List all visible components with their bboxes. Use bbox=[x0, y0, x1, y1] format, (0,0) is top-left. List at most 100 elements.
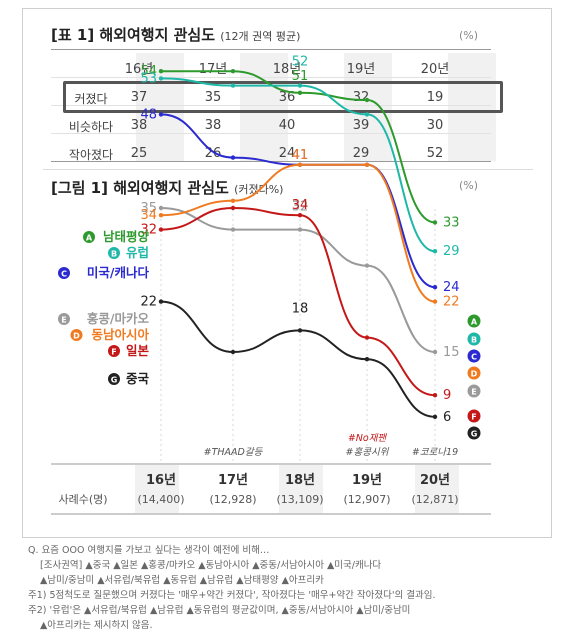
data-point bbox=[297, 162, 303, 167]
value-label: 6 bbox=[443, 410, 451, 425]
value-label: 53 bbox=[140, 71, 157, 86]
x-band bbox=[279, 465, 323, 513]
end-badge bbox=[467, 426, 481, 440]
table-cell: 35 bbox=[204, 90, 222, 105]
line-chart: 16년 (14,400) 17년 (12,928) 18년 (13,109) 19년 (12,… bbox=[51, 55, 491, 515]
table-top-rule bbox=[51, 49, 491, 50]
legend-badge-letter: E bbox=[61, 316, 66, 325]
footnote-regions-1: [조사권역] ▲중국 ▲일본 ▲홍콩/마카오 ▲동남아시아 ▲중동/서남아시아 … bbox=[40, 560, 382, 571]
column-shade-2 bbox=[240, 53, 288, 161]
legend-badge bbox=[83, 231, 95, 243]
series-line bbox=[160, 206, 436, 397]
data-point bbox=[297, 328, 303, 333]
value-label: 33 bbox=[443, 215, 460, 230]
end-badge bbox=[467, 349, 481, 363]
value-label: 54 bbox=[140, 64, 157, 79]
x-band bbox=[415, 465, 459, 513]
value-label: 32 bbox=[140, 223, 157, 238]
x-tick-label: 20년 bbox=[420, 473, 450, 488]
data-point bbox=[364, 357, 370, 362]
legend-label: 동남아시아 bbox=[91, 327, 149, 342]
event-annotation: #코로나19 bbox=[412, 447, 458, 458]
table-cell: 39 bbox=[352, 118, 370, 133]
value-label: 32 bbox=[292, 200, 309, 215]
table-row-label: 비슷하다 bbox=[68, 120, 114, 134]
value-label: 48 bbox=[140, 107, 157, 122]
data-point bbox=[230, 155, 236, 160]
section-divider bbox=[43, 169, 533, 170]
table-title: [표 1] 해외여행지 관심도 (12개 권역 평균) bbox=[51, 24, 300, 45]
x-tick-label: 17년 bbox=[218, 473, 248, 488]
data-point bbox=[158, 112, 164, 117]
end-badge-letter: D bbox=[471, 370, 478, 379]
data-point bbox=[297, 227, 303, 232]
table-column-header: 19년 bbox=[346, 62, 376, 77]
table-unit: (%) bbox=[459, 29, 479, 42]
end-badge-letter: G bbox=[471, 430, 478, 439]
table-row-label: 작아졌다 bbox=[68, 148, 114, 162]
sample-size-label: (12,907) bbox=[343, 493, 390, 506]
sample-size-label: (12,928) bbox=[209, 493, 256, 506]
value-label: 52 bbox=[292, 55, 309, 70]
value-label: 41 bbox=[292, 148, 309, 163]
series-line bbox=[160, 163, 436, 303]
series-line bbox=[160, 77, 436, 253]
sample-size-label: (13,109) bbox=[276, 493, 323, 506]
value-label: 35 bbox=[140, 201, 157, 216]
legend-badge-letter: B bbox=[111, 250, 117, 259]
legend-label: 남태평양 bbox=[103, 229, 150, 244]
data-point bbox=[432, 285, 438, 290]
legend-badge-letter: A bbox=[86, 234, 93, 243]
data-point bbox=[158, 227, 164, 232]
legend-badge bbox=[108, 373, 120, 385]
table-rule bbox=[51, 133, 491, 134]
footnote-note-1: 주1) 5점척도로 질문했으며 커졌다는 '매우+약간 커졌다', 작아졌다는 … bbox=[28, 590, 436, 601]
series-line bbox=[161, 70, 436, 224]
table-cell: 40 bbox=[278, 118, 296, 133]
value-label: 29 bbox=[443, 244, 460, 259]
value-label: 18 bbox=[292, 301, 309, 316]
samples-label: 사례수(명) bbox=[58, 493, 107, 506]
infographic-frame: [표 1] 해외여행지 관심도 (12개 권역 평균) (%) 16년 17년 18… bbox=[22, 8, 552, 538]
series-line bbox=[160, 207, 436, 353]
table-cell: 38 bbox=[204, 118, 222, 133]
table-rule bbox=[51, 105, 491, 106]
x-tick-label: 18년 bbox=[285, 473, 315, 488]
legend-badge-letter: D bbox=[73, 332, 80, 341]
data-point bbox=[230, 349, 236, 355]
table-subtitle: (12개 권역 평균) bbox=[220, 30, 301, 43]
end-badge-letter: B bbox=[471, 336, 477, 345]
series-line bbox=[160, 300, 436, 418]
table-column-header: 20년 bbox=[420, 62, 450, 77]
value-label: 15 bbox=[443, 345, 460, 360]
value-label: 51 bbox=[292, 69, 309, 84]
x-tick-label: 19년 bbox=[352, 473, 382, 488]
end-badge bbox=[467, 366, 481, 380]
data-point bbox=[432, 393, 438, 398]
data-point bbox=[364, 162, 370, 167]
event-annotation: #No재팬 bbox=[348, 433, 388, 444]
legend-badge bbox=[58, 267, 70, 279]
data-point bbox=[297, 213, 303, 218]
data-point bbox=[364, 97, 370, 103]
end-badge-letter: A bbox=[471, 318, 478, 327]
table-row-label: 커졌다 bbox=[74, 92, 108, 106]
value-label: 22 bbox=[140, 295, 157, 310]
table-column-header: 18년 bbox=[272, 62, 302, 77]
data-point bbox=[364, 112, 370, 117]
legend-label: 미국/캐나다 bbox=[87, 265, 150, 280]
end-badge-letter: F bbox=[471, 413, 476, 422]
data-point bbox=[432, 220, 438, 225]
footnote-question: Q. 요즘 OOO 여행지를 가보고 싶다는 생각이 예전에 비해… bbox=[28, 545, 270, 556]
table-rule bbox=[51, 77, 491, 78]
legend-label: 홍콩/마카오 bbox=[87, 311, 150, 326]
data-point bbox=[364, 335, 370, 340]
data-point bbox=[432, 249, 438, 254]
legend-badge-letter: F bbox=[111, 348, 116, 357]
legend-badge bbox=[108, 247, 120, 259]
value-label: 9 bbox=[443, 388, 451, 403]
value-label: 22 bbox=[443, 295, 460, 310]
footnote-note-2: 주2) '유럽'은 ▲서유럽/북유럽 ▲남유럽 ▲동유럽의 평균값이며, ▲중동… bbox=[28, 605, 411, 616]
data-point bbox=[230, 227, 236, 232]
data-point bbox=[297, 83, 303, 88]
